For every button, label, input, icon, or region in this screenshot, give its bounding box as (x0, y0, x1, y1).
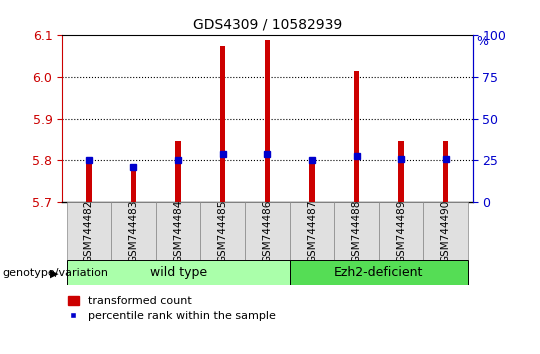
FancyBboxPatch shape (245, 202, 289, 260)
FancyBboxPatch shape (379, 202, 423, 260)
Text: ▶: ▶ (50, 268, 58, 278)
Text: GSM744489: GSM744489 (396, 199, 406, 263)
Bar (309, 160, 315, 202)
Text: GSM744488: GSM744488 (352, 199, 361, 263)
Text: GSM744484: GSM744484 (173, 199, 183, 263)
Bar (86, 160, 92, 202)
Title: GDS4309 / 10582939: GDS4309 / 10582939 (193, 17, 342, 32)
Text: GSM744486: GSM744486 (262, 199, 272, 263)
Bar (265, 40, 270, 202)
Bar (220, 46, 225, 202)
Text: wild type: wild type (150, 266, 207, 279)
Bar (443, 142, 448, 202)
Text: GSM744485: GSM744485 (218, 199, 228, 263)
FancyBboxPatch shape (289, 260, 468, 285)
FancyBboxPatch shape (289, 202, 334, 260)
Bar (176, 142, 181, 202)
FancyBboxPatch shape (66, 202, 111, 260)
FancyBboxPatch shape (66, 260, 289, 285)
Text: GSM744487: GSM744487 (307, 199, 317, 263)
FancyBboxPatch shape (334, 202, 379, 260)
FancyBboxPatch shape (156, 202, 200, 260)
Text: GSM744482: GSM744482 (84, 199, 94, 263)
Text: GSM744490: GSM744490 (441, 199, 451, 263)
FancyBboxPatch shape (423, 202, 468, 260)
Bar (131, 171, 136, 202)
Text: Ezh2-deficient: Ezh2-deficient (334, 266, 423, 279)
FancyBboxPatch shape (200, 202, 245, 260)
Bar (354, 71, 359, 202)
Legend: transformed count, percentile rank within the sample: transformed count, percentile rank withi… (68, 296, 275, 321)
Bar (399, 142, 404, 202)
Text: %: % (477, 35, 489, 48)
FancyBboxPatch shape (111, 202, 156, 260)
Text: GSM744483: GSM744483 (129, 199, 138, 263)
Text: genotype/variation: genotype/variation (3, 268, 109, 278)
